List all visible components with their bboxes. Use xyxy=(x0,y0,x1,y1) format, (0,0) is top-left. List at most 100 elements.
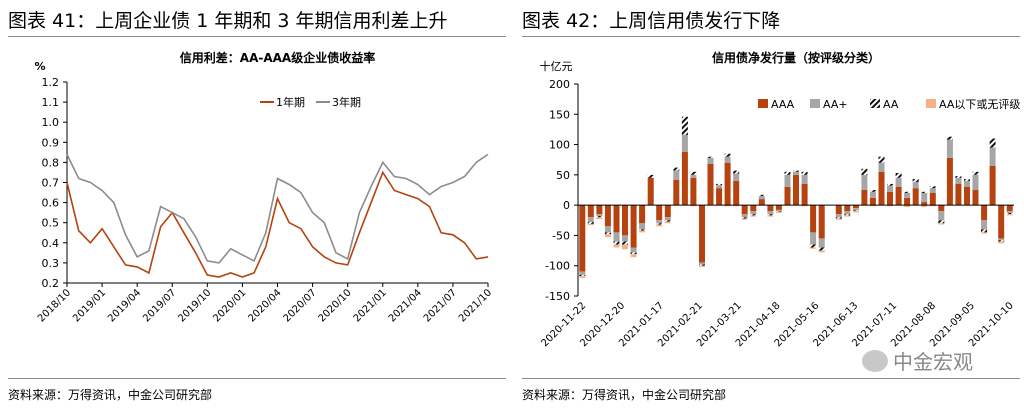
bar-aa-plus xyxy=(895,177,902,187)
bar-below-aa xyxy=(596,217,603,220)
x-tick-label: 2018/10 xyxy=(36,287,73,324)
bar-aa-plus xyxy=(869,191,876,198)
y-tick-label: 0.2 xyxy=(42,277,60,290)
left-source-rule xyxy=(8,378,506,379)
bar-aaa xyxy=(810,205,817,233)
bar-aa xyxy=(784,171,791,175)
bar-aaa xyxy=(964,187,970,206)
bar-aa-plus xyxy=(912,182,919,189)
bar-aa-plus xyxy=(1006,211,1013,213)
x-tick-label: 2020/10 xyxy=(317,287,354,324)
bar-aa xyxy=(613,241,620,245)
bar-below-aa xyxy=(613,244,620,248)
x-tick-label: 2021/04 xyxy=(387,287,424,324)
bar-aaa xyxy=(852,205,859,209)
bar-aa xyxy=(938,220,945,224)
bar-aaa xyxy=(784,187,791,206)
bar-aa-plus xyxy=(921,193,928,203)
bar-aa-plus xyxy=(972,174,979,190)
y-tick-label: 200 xyxy=(549,78,570,91)
y-tick-label: 100 xyxy=(549,139,570,152)
y-tick-label: -150 xyxy=(545,290,570,303)
stacked-bar-chart: 信用债净发行量（按评级分类） 十亿元 -150 -100 -50 0 50 100 150 200… xyxy=(540,50,1021,349)
bar-aaa xyxy=(604,205,611,227)
y-tick-label: 0.4 xyxy=(42,237,60,250)
bar-below-aa xyxy=(750,215,757,217)
bar-below-aa xyxy=(664,221,671,224)
bar-aa xyxy=(955,176,962,178)
bar-aa xyxy=(630,252,637,255)
x-tick-label: 2021/01 xyxy=(352,287,389,324)
bar-aaa xyxy=(955,183,962,206)
bar-aaa xyxy=(579,205,586,272)
bar-aaa xyxy=(647,177,654,206)
bar-aa-plus xyxy=(904,193,911,198)
legend-label: AA以下或无评级 xyxy=(939,98,1020,111)
y-tick-label: 150 xyxy=(549,108,570,121)
bar-aa-plus xyxy=(955,177,962,184)
bar-aa xyxy=(587,222,594,224)
bar-aaa xyxy=(869,197,876,206)
bar-below-aa xyxy=(699,265,705,267)
bar-aaa xyxy=(681,151,688,206)
bar-aaa xyxy=(587,205,594,218)
bar-aaa xyxy=(690,177,697,206)
line-chart: 信用利差：AA-AAA级企业债收益率% 0.2 0.3 0.4 0.5 0.6 0.7 0.8… xyxy=(34,50,494,324)
y-tick-label: 1.0 xyxy=(42,116,60,129)
bar-aaa xyxy=(613,205,620,233)
bar-aaa xyxy=(1006,205,1013,212)
bar-aa-plus xyxy=(673,170,680,180)
legend-swatch xyxy=(870,99,880,108)
bar-aa-plus xyxy=(664,217,671,221)
bar-aaa xyxy=(938,205,945,212)
bar-aa xyxy=(895,173,902,178)
bar-below-aa xyxy=(835,218,842,220)
bar-below-aa xyxy=(938,223,945,225)
bar-aaa xyxy=(741,205,748,215)
bar-aa-plus xyxy=(639,223,646,230)
bar-aa-plus xyxy=(767,211,774,215)
bar-aa-plus xyxy=(775,210,782,212)
bar-aa-plus xyxy=(758,196,765,200)
bar-aa xyxy=(767,214,774,216)
bar-below-aa xyxy=(622,244,628,250)
bar-aa xyxy=(775,211,782,212)
legend-swatch xyxy=(926,99,936,108)
bar-below-aa xyxy=(724,205,731,207)
bar-aa-plus xyxy=(707,157,714,164)
bar-aaa xyxy=(707,164,714,206)
bar-aa xyxy=(707,156,714,158)
x-tick-label: 2019/01 xyxy=(71,287,108,324)
right-title-rule xyxy=(522,36,1020,37)
bar-below-aa xyxy=(579,276,586,278)
bar-aa xyxy=(656,223,663,225)
bar-below-aa xyxy=(887,205,893,207)
bar-aa-plus xyxy=(844,211,851,215)
bar-aa-plus xyxy=(998,238,1005,241)
bar-aaa xyxy=(912,188,919,206)
bar-aa xyxy=(912,179,919,183)
bar-aa xyxy=(699,264,705,266)
bar-aaa xyxy=(656,205,663,221)
bar-aa-plus xyxy=(818,238,825,248)
bar-aa xyxy=(604,232,611,235)
bar-aa xyxy=(741,217,748,219)
bar-aa-plus xyxy=(613,232,620,242)
legend-label: AA xyxy=(883,98,899,111)
watermark-text: 中金宏观 xyxy=(893,350,973,374)
bar-aa xyxy=(690,171,697,175)
legend-label: AAA xyxy=(771,98,795,111)
bar-aa-plus xyxy=(929,188,936,193)
bar-aa-plus xyxy=(852,208,859,210)
bar-aa-plus xyxy=(793,171,799,175)
bar-below-aa xyxy=(921,205,928,207)
bar-below-aa xyxy=(869,205,876,207)
y-tick-label: 1.2 xyxy=(42,76,60,89)
bar-aaa xyxy=(622,205,628,236)
bar-aaa xyxy=(981,205,988,221)
bar-aaa xyxy=(895,187,902,206)
bar-aa xyxy=(664,220,671,222)
bar-aa-plus xyxy=(630,247,637,253)
bar-aa xyxy=(835,217,842,219)
y-tick-label: 0.7 xyxy=(42,177,60,190)
